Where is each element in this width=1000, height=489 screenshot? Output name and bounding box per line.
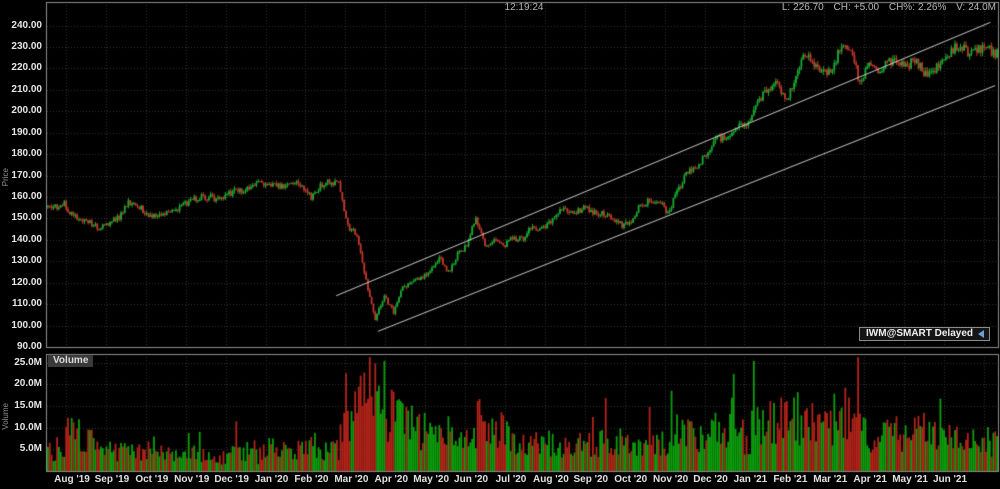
price-tick-label: 110.00 (11, 298, 42, 310)
price-tick-label: 180.00 (11, 148, 42, 160)
price-tick-label: 220.00 (11, 62, 42, 74)
month-label: Aug '20 (533, 474, 569, 485)
month-label: Mar '21 (813, 474, 848, 485)
clock: 12:19:24 (504, 2, 544, 13)
last-label: L: (781, 2, 791, 13)
quote-summary: L: 226.70 CH: +5.00 CH%: 2.26% V: 24.0M (782, 2, 996, 13)
price-tick-label: 200.00 (11, 105, 42, 117)
month-label: Dec '20 (693, 474, 728, 485)
month-label: Nov '19 (174, 474, 210, 485)
symbol-badge-label: IWM@SMART Delayed (866, 328, 973, 339)
price-tick-label: 190.00 (11, 126, 42, 138)
month-label: Jul '20 (495, 474, 527, 485)
month-label: Jun '20 (454, 474, 489, 485)
price-tick-label: 150.00 (11, 212, 42, 224)
price-tick-label: 230.00 (11, 41, 42, 52)
volume-tick-label: 25.0M (14, 356, 42, 368)
change-pct-label: CH%: (888, 2, 915, 13)
month-label: Jan '21 (733, 474, 768, 485)
volume-tick-label: 20.0M (14, 378, 42, 390)
volume-label: V: (956, 2, 966, 13)
month-label: Oct '19 (135, 474, 169, 485)
pin-arrow-icon (978, 329, 984, 338)
month-label: May '21 (892, 474, 928, 485)
month-label: May '20 (413, 474, 450, 485)
month-label: Apr '20 (374, 474, 409, 485)
month-label: Feb '20 (294, 474, 329, 485)
symbol-badge[interactable]: IWM@SMART Delayed (859, 327, 990, 341)
price-tick-label: 140.00 (11, 233, 42, 245)
month-label: Mar '20 (334, 474, 369, 485)
month-label: Sep '20 (573, 474, 609, 485)
month-label: Jan '20 (254, 474, 289, 485)
change-pct-value: 2.26% (917, 2, 947, 13)
volume-panel-badge[interactable]: Volume (48, 355, 94, 367)
price-tick-label: 120.00 (11, 276, 42, 288)
price-tick-label: 90.00 (16, 341, 42, 352)
price-tick-label: 100.00 (11, 319, 42, 331)
price-tick-label: 160.00 (11, 191, 42, 202)
price-tick-label: 170.00 (11, 169, 42, 181)
month-label: Apr '21 (853, 474, 887, 485)
volume-tick-label: 15.0M (14, 400, 42, 411)
month-label: Feb '21 (773, 474, 808, 485)
volume-tick-label: 5.0M (19, 443, 42, 455)
price-tick-label: 130.00 (11, 255, 42, 267)
month-label: Jun '21 (932, 474, 968, 485)
change-label: CH: (833, 2, 851, 13)
month-label: Aug '19 (54, 474, 90, 485)
volume-value: 24.0M (968, 2, 996, 13)
change-value: +5.00 (853, 2, 880, 13)
month-label: Nov '20 (653, 474, 689, 485)
month-label: Oct '20 (614, 474, 648, 485)
month-label: Sep '19 (94, 474, 130, 485)
last-value: 226.70 (793, 2, 824, 13)
month-label: Dec '19 (214, 474, 249, 485)
price-tick-label: 240.00 (11, 19, 42, 31)
volume-tick-label: 10.0M (14, 421, 42, 433)
price-tick-label: 210.00 (11, 83, 42, 95)
